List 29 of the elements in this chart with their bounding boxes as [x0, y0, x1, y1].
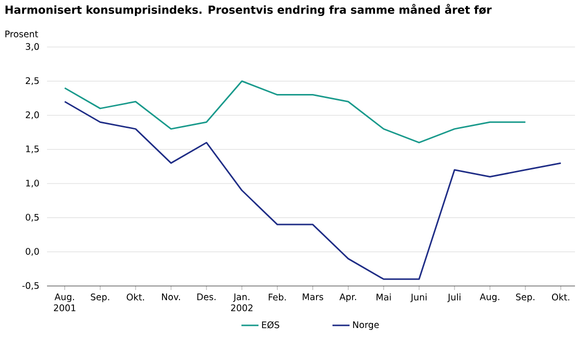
x-tick-label: Jan. 2002 [231, 294, 252, 312]
x-tick-label: Okt. [552, 294, 570, 300]
chart-title: Harmonisert konsumprisindeks. Prosentvis endring fra samme måned året før [6, 4, 492, 16]
y-tick-label: 1,0 [26, 180, 39, 188]
y-tick-label: 1,5 [26, 146, 39, 154]
line-series [64, 100, 562, 280]
x-tick-label: Okt. [126, 294, 144, 300]
x-tick-label: Sep. [516, 294, 534, 302]
y-tick-label: 3,0 [26, 43, 39, 51]
line-series [64, 80, 526, 144]
y-tick-label: 2,0 [26, 111, 39, 120]
x-tick-label: Mai [376, 294, 391, 300]
x-tick-label: Aug. 2001 [54, 294, 76, 312]
x-tick-label: Apr. [339, 294, 356, 302]
y-tick-label: 0,0 [26, 248, 39, 256]
legend-label: EØS [262, 321, 280, 328]
y-tick-label: 2,5 [26, 77, 39, 86]
x-tick-label: Mars [302, 294, 324, 300]
x-tick-label: Juni [410, 294, 427, 302]
y-tick-label: -0,5 [22, 282, 39, 290]
x-tick-label: Sep. [90, 294, 110, 302]
y-tick-label: 0,5 [26, 214, 39, 222]
x-tick-label: Juli [447, 294, 460, 302]
x-tick-label: Feb. [268, 294, 286, 300]
legend-label: Norge [353, 321, 379, 330]
x-tick-label: Aug. [480, 294, 500, 302]
x-tick-label: Nov. [162, 294, 180, 300]
x-tick-label: Des. [197, 294, 216, 300]
y-axis-title: Prosent [5, 30, 38, 38]
